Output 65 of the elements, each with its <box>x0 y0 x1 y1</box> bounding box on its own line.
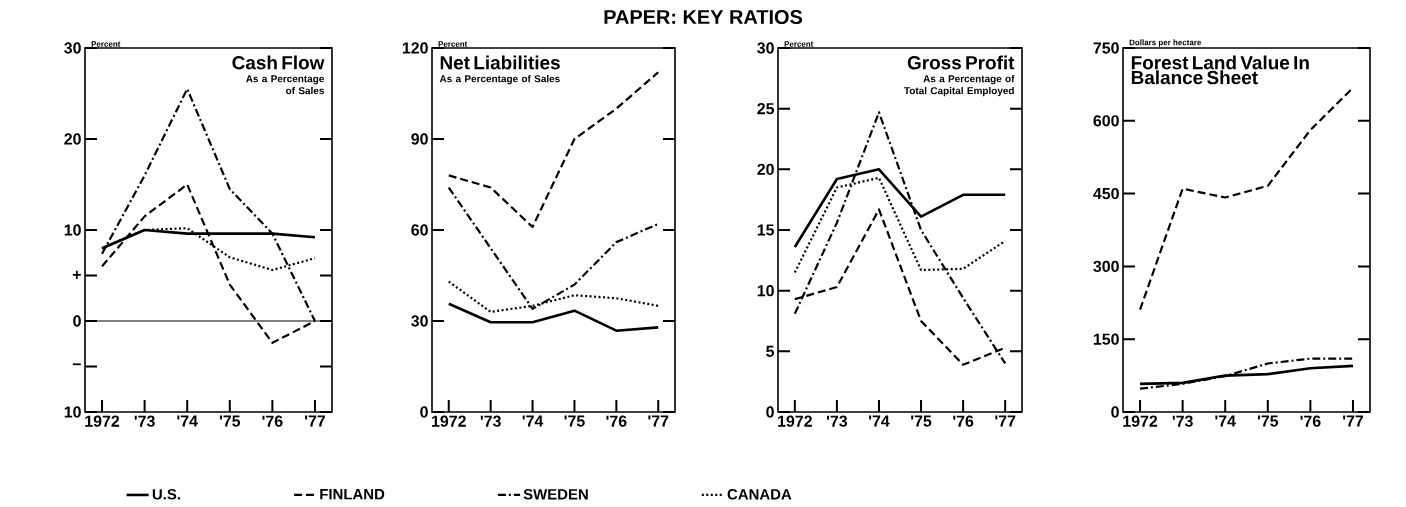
y-tick-label: 20 <box>64 133 81 145</box>
x-tick-label: '76 <box>953 415 974 427</box>
y-tick-label: 5 <box>766 345 775 357</box>
x-tick-label: '77 <box>648 415 669 427</box>
text: PAPER: KEY RATIOS <box>604 9 803 25</box>
legend-label: CANADA <box>727 488 792 500</box>
x-tick-label: '74 <box>869 415 890 427</box>
x-tick-label: '76 <box>606 415 627 427</box>
y-tick-label: 15 <box>757 224 775 236</box>
x-tick-label: '74 <box>177 415 198 427</box>
line-series <box>1138 357 1355 390</box>
y-tick-label: 60 <box>411 224 428 236</box>
y-tick-label: − <box>72 363 81 366</box>
x-tick-label: '73 <box>826 415 848 427</box>
legend-label: SWEDEN <box>523 488 588 500</box>
x-tick-label: 1972 <box>778 415 812 427</box>
chart-title: Cash Flow <box>232 55 325 70</box>
x-tick-label: '77 <box>305 415 326 427</box>
y-tick-label: 120 <box>402 42 428 54</box>
x-tick-label: '75 <box>1257 415 1279 427</box>
x-tick-label: '73 <box>480 415 501 427</box>
y-tick-label: 20 <box>757 163 774 175</box>
y-tick-label: 0 <box>766 406 774 418</box>
y-tick-label: + <box>72 270 81 279</box>
y-tick-label: 0 <box>420 406 428 418</box>
y-tick-label: 30 <box>411 315 428 327</box>
y-tick-label: 300 <box>1093 260 1119 273</box>
x-tick-label: '74 <box>1215 415 1236 427</box>
legend-label: FINLAND <box>320 489 385 500</box>
x-tick-label: '76 <box>1300 415 1321 427</box>
y-tick-label: 450 <box>1093 187 1119 200</box>
x-tick-label: '76 <box>262 415 283 427</box>
y-tick-label: 150 <box>1093 333 1119 345</box>
y-tick-label: 25 <box>757 103 775 115</box>
legend-label: U.S. <box>152 488 180 500</box>
y-tick-label: 600 <box>1093 115 1119 127</box>
line-series <box>793 111 1007 365</box>
x-tick-label: '73 <box>134 415 155 427</box>
text: As a Percentage of Total Capital Employed <box>904 74 1015 97</box>
x-tick-label: '75 <box>564 415 585 427</box>
x-tick-label: 1972 <box>432 415 466 427</box>
y-tick-label: 90 <box>411 133 428 145</box>
x-tick-label: '77 <box>1343 415 1364 427</box>
line-series <box>447 186 660 310</box>
x-tick-label: '77 <box>995 415 1016 427</box>
x-tick-label: 1972 <box>1123 415 1158 427</box>
y-tick-label: 0 <box>1111 406 1119 418</box>
x-tick-label: '75 <box>911 415 932 427</box>
y-tick-label: 30 <box>64 42 81 54</box>
x-tick-label: '73 <box>1172 415 1193 427</box>
text: Forest Land Value In Balance Sheet <box>1131 55 1309 85</box>
line-series <box>447 302 660 332</box>
x-tick-label: 1972 <box>85 415 120 427</box>
y-tick-label: 10 <box>757 285 774 297</box>
y-tick-label: 750 <box>1093 42 1119 54</box>
y-tick-label: 10 <box>64 224 81 236</box>
y-tick-label: 10 <box>64 406 81 418</box>
text: As a Percentage of Sales <box>439 74 560 85</box>
x-tick-label: '75 <box>219 415 241 427</box>
text: As a Percentage of Sales <box>246 75 325 95</box>
y-tick-label: 30 <box>757 42 774 54</box>
x-tick-label: '74 <box>522 415 544 427</box>
chart-title: Net Liabilities <box>440 55 560 70</box>
chart-title: Gross Profit <box>907 55 1015 70</box>
y-tick-label: 0 <box>73 315 81 327</box>
